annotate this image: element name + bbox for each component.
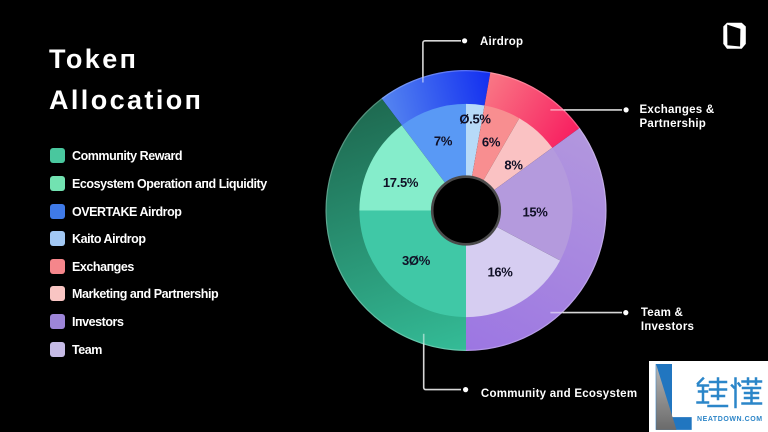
svg-text:16%: 16% [487,265,513,280]
svg-text:6%: 6% [482,135,501,150]
svg-text:3Ø%: 3Ø% [402,253,431,268]
svg-text:15%: 15% [522,205,548,220]
svg-text:NEATDOWN.COM: NEATDOWN.COM [697,416,763,423]
svg-text:17.5%: 17.5% [383,175,419,190]
svg-text:Ø.5%: Ø.5% [459,112,491,127]
svg-text:8%: 8% [504,158,523,173]
svg-text:7%: 7% [434,134,453,149]
